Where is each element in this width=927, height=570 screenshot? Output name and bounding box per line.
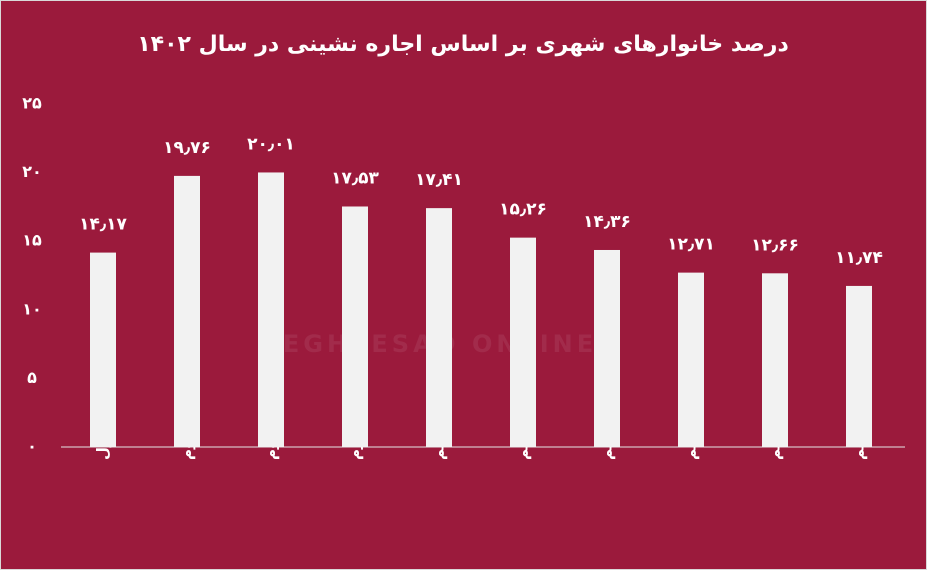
value-label: ۱۴٫۳۶ [583, 212, 631, 232]
y-tick-label: ۱۵ [22, 231, 42, 250]
y-tick-label: ۲۵ [22, 94, 42, 113]
bar [762, 273, 788, 447]
value-label: ۲۰٫۰۱ [247, 134, 295, 154]
value-label: ۱۷٫۴۱ [415, 170, 463, 190]
y-tick-label: ۵ [27, 368, 37, 387]
bar [90, 252, 116, 447]
bar [426, 208, 452, 447]
value-label: ۱۷٫۵۳ [331, 168, 379, 188]
bar [174, 175, 200, 447]
value-label: ۱۹٫۷۶ [163, 138, 211, 158]
value-label: ۱۴٫۱۷ [79, 215, 127, 235]
bar [258, 172, 284, 447]
value-label: ۱۵٫۲۶ [499, 200, 547, 220]
bar [594, 249, 620, 447]
value-label: ۱۱٫۷۴ [835, 248, 883, 268]
bar [846, 285, 872, 447]
y-tick-label: ۱۰ [22, 299, 42, 318]
y-tick-label: ۲۰ [22, 162, 42, 181]
y-tick-label: ۰ [27, 437, 37, 456]
bar [678, 272, 704, 447]
value-label: ۱۲٫۷۱ [667, 235, 715, 255]
bar [510, 237, 536, 447]
bar [342, 206, 368, 447]
chart-title: درصد خانوارهای شهری بر اساس اجاره نشینی … [137, 32, 789, 57]
value-label: ۱۲٫۶۶ [751, 235, 799, 255]
